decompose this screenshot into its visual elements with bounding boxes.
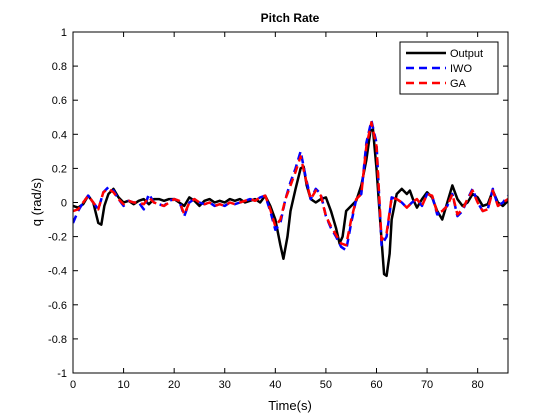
y-tick-label: -0.4 [48,266,67,278]
x-tick-label: 0 [70,379,76,391]
x-tick-label: 60 [370,379,382,391]
series-layer [73,119,508,278]
y-tick-label: 0.4 [52,129,67,141]
series-line-ga [73,121,508,247]
plot-frame [72,31,509,374]
y-tick-label: -0.6 [48,300,67,312]
legend-label-output: Output [450,48,483,60]
y-tick-label: 0.8 [52,61,67,73]
y-tick-label: 1 [61,27,67,39]
x-tick-label: 40 [269,379,281,391]
axis-ticks: 0 10 20 30 40 50 60 70 80 -1 -0.8 -0.6 -0.4 -0.2 0 0.2 0… [48,27,508,391]
x-tick-label: 20 [168,379,180,391]
x-axis-label: Time(s) [268,398,312,413]
y-tick-label: -0.2 [48,232,67,244]
legend: Output IWO GA [399,41,499,95]
x-tick-label: 10 [117,379,129,391]
y-tick-label: -1 [57,368,67,380]
x-tick-label: 80 [472,379,484,391]
y-tick-label: 0 [61,198,67,210]
legend-label-ga: GA [450,78,467,90]
y-tick-label: 0.2 [52,163,67,175]
legend-label-iwo: IWO [450,63,472,75]
x-tick-label: 70 [421,379,433,391]
x-tick-label: 30 [219,379,231,391]
chart-title: Pitch Rate [261,11,320,25]
y-axis-label: q (rad/s) [29,178,44,226]
legend-box [399,41,499,95]
y-tick-label: 0.6 [52,95,67,107]
y-tick-label: -0.8 [48,334,67,346]
x-tick-label: 50 [320,379,332,391]
